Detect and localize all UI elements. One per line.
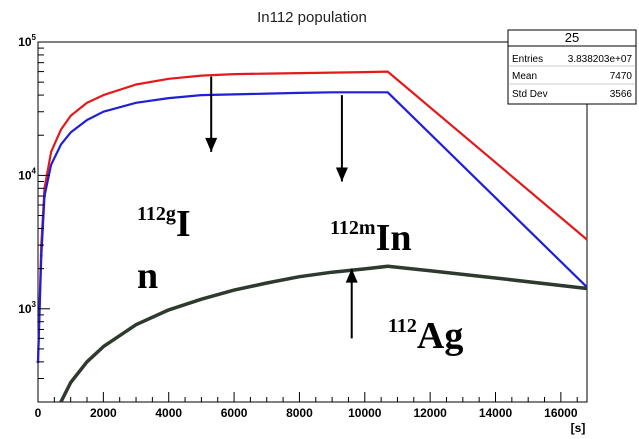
stats-row-value: 3.838203e+07 (568, 54, 633, 65)
x-tick-label: 10000 (348, 406, 382, 420)
annotation-sup: 112 (388, 315, 417, 337)
y-tick-base: 10 (18, 35, 32, 49)
stats-row-label: Std Dev (512, 89, 548, 100)
stats-box: 25 Entries 3.838203e+07 Mean 7470 Std De… (507, 29, 637, 105)
series-line-0 (36, 70, 588, 362)
annotation-main: Ag (417, 315, 463, 357)
stats-row-value: 3566 (610, 89, 633, 100)
series-point (39, 254, 43, 258)
arrow-head-2 (345, 268, 358, 283)
annotation-arrows (205, 76, 358, 339)
x-axis: 0 2000 4000 6000 8000 10000 12000 14000 16000 (35, 392, 578, 420)
x-tick-label: 16000 (544, 406, 578, 420)
y-tick-exponent: 3 (32, 300, 37, 309)
y-tick-label: 105 (18, 33, 36, 49)
series-line-2 (59, 264, 588, 403)
annotation-sup: 112m (330, 217, 376, 239)
stats-row-label: Entries (512, 54, 543, 65)
x-axis-label: [s] (571, 421, 586, 435)
stats-box-title: 25 (565, 30, 579, 45)
y-tick-base: 10 (18, 168, 32, 182)
annotation-main: In (376, 217, 412, 259)
chart-title: In112 population (257, 9, 367, 26)
series-line-1 (36, 91, 588, 362)
annotation-112-ag: 112Ag (388, 315, 463, 357)
annotation-112m-in: 112mIn (330, 217, 411, 259)
y-tick-base: 10 (18, 302, 32, 316)
annotation-sup: 112g (137, 203, 176, 225)
annotation-main: I (176, 203, 191, 245)
annotation-112g-in: 112gI (137, 203, 191, 245)
y-tick-exponent: 4 (32, 166, 37, 175)
y-tick-exponent: 5 (32, 33, 37, 42)
stats-row-label: Mean (512, 71, 537, 82)
y-tick-label: 103 (18, 300, 36, 316)
x-tick-label: 12000 (413, 406, 447, 420)
x-tick-label: 8000 (286, 406, 313, 420)
x-tick-label: 6000 (221, 406, 248, 420)
annotation-112g-in-line2: n (137, 255, 158, 297)
arrow-head-1 (335, 167, 348, 182)
x-tick-label: 14000 (479, 406, 513, 420)
x-tick-label: 0 (35, 406, 42, 420)
x-tick-label: 2000 (90, 406, 117, 420)
series-point (43, 194, 46, 198)
arrow-head-0 (205, 137, 218, 152)
stats-row-value: 7470 (610, 71, 633, 82)
series-layer (36, 70, 588, 403)
y-tick-label: 104 (18, 166, 36, 182)
plot-frame (37, 41, 588, 403)
x-tick-label: 4000 (155, 406, 182, 420)
